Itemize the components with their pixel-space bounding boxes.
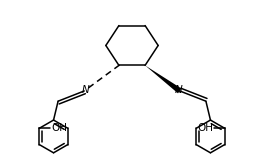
Text: N: N [175, 85, 182, 95]
Polygon shape [145, 65, 182, 93]
Text: N: N [82, 85, 89, 95]
Text: OH: OH [51, 123, 67, 133]
Text: OH: OH [197, 123, 213, 133]
